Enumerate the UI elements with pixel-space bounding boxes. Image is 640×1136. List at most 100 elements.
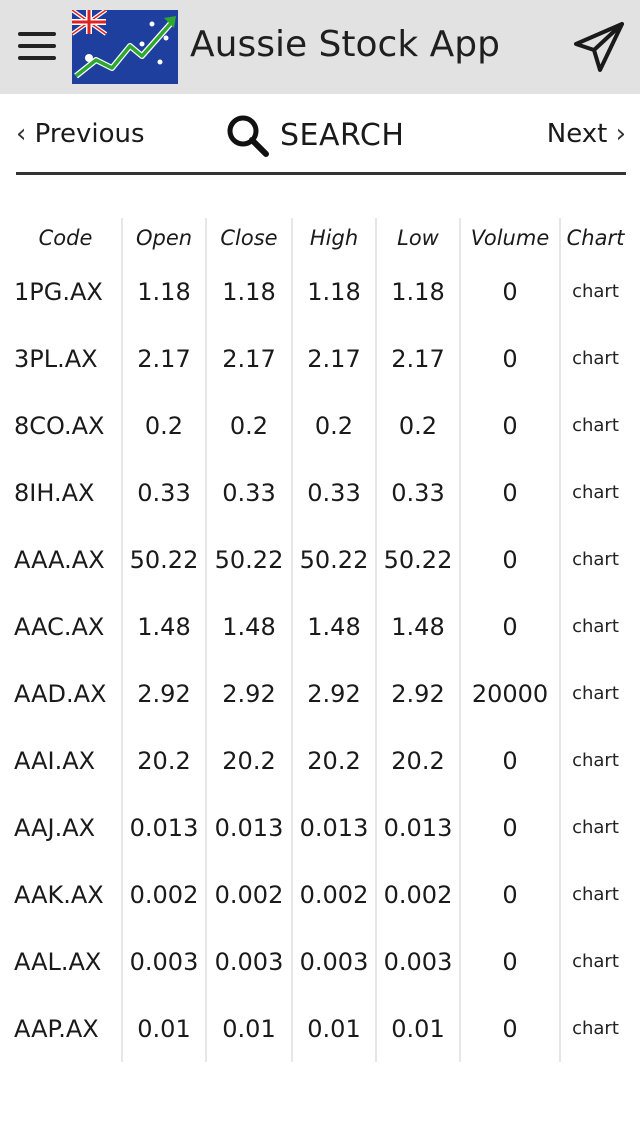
cell-low: 2.17 xyxy=(375,325,460,392)
app-header: Aussie Stock App xyxy=(0,0,640,94)
cell-volume: 0 xyxy=(459,392,560,459)
cell-open: 0.33 xyxy=(121,459,206,526)
cell-low: 20.2 xyxy=(375,727,460,794)
cell-high: 0.003 xyxy=(291,928,376,995)
table-row[interactable]: AAC.AX 1.48 1.48 1.48 1.48 0 chart xyxy=(10,593,630,660)
cell-low: 2.92 xyxy=(375,660,460,727)
column-header-high[interactable]: High xyxy=(291,218,376,258)
cell-code: 8CO.AX xyxy=(14,411,105,440)
column-header-code[interactable]: Code xyxy=(38,226,93,250)
cell-volume: 0 xyxy=(459,794,560,861)
table-row[interactable]: 1PG.AX 1.18 1.18 1.18 1.18 0 chart xyxy=(10,258,630,325)
chart-link[interactable]: chart xyxy=(559,794,630,861)
cell-high: 0.013 xyxy=(291,794,376,861)
chart-link[interactable]: chart xyxy=(559,660,630,727)
menu-bar xyxy=(18,56,56,60)
column-header-low[interactable]: Low xyxy=(375,218,460,258)
cell-low: 0.002 xyxy=(375,861,460,928)
cell-code: AAP.AX xyxy=(14,1014,99,1043)
table-row[interactable]: 8IH.AX 0.33 0.33 0.33 0.33 0 chart xyxy=(10,459,630,526)
chart-link[interactable]: chart xyxy=(559,593,630,660)
cell-code: AAK.AX xyxy=(14,880,104,909)
table-row[interactable]: AAJ.AX 0.013 0.013 0.013 0.013 0 chart xyxy=(10,794,630,861)
cell-volume: 0 xyxy=(459,928,560,995)
cell-volume: 0 xyxy=(459,526,560,593)
chart-link[interactable]: chart xyxy=(559,325,630,392)
cell-close: 0.002 xyxy=(205,861,292,928)
pagination-bar: ‹ Previous SEARCH Next › xyxy=(16,100,626,175)
cell-high: 0.33 xyxy=(291,459,376,526)
table-row[interactable]: AAK.AX 0.002 0.002 0.002 0.002 0 chart xyxy=(10,861,630,928)
previous-button[interactable]: ‹ Previous xyxy=(16,116,145,152)
table-row[interactable]: AAI.AX 20.2 20.2 20.2 20.2 0 chart xyxy=(10,727,630,794)
table-row[interactable]: 8CO.AX 0.2 0.2 0.2 0.2 0 chart xyxy=(10,392,630,459)
chevron-right-icon: › xyxy=(615,119,626,149)
cell-high: 20.2 xyxy=(291,727,376,794)
cell-low: 0.013 xyxy=(375,794,460,861)
app-logo-icon xyxy=(72,10,178,84)
cell-low: 0.01 xyxy=(375,995,460,1062)
cell-high: 0.01 xyxy=(291,995,376,1062)
cell-open: 1.48 xyxy=(121,593,206,660)
table-row[interactable]: AAL.AX 0.003 0.003 0.003 0.003 0 chart xyxy=(10,928,630,995)
cell-high: 2.92 xyxy=(291,660,376,727)
chart-link[interactable]: chart xyxy=(559,459,630,526)
table-row[interactable]: AAA.AX 50.22 50.22 50.22 50.22 0 chart xyxy=(10,526,630,593)
cell-low: 0.2 xyxy=(375,392,460,459)
app-title: Aussie Stock App xyxy=(190,24,500,65)
cell-code: AAI.AX xyxy=(14,746,96,775)
chart-link[interactable]: chart xyxy=(559,392,630,459)
column-header-chart[interactable]: Chart xyxy=(559,218,630,258)
menu-bar xyxy=(18,32,56,36)
cell-open: 0.2 xyxy=(121,392,206,459)
chart-link[interactable]: chart xyxy=(559,861,630,928)
column-header-open[interactable]: Open xyxy=(121,218,206,258)
cell-high: 1.18 xyxy=(291,258,376,325)
cell-volume: 0 xyxy=(459,995,560,1062)
cell-close: 2.17 xyxy=(205,325,292,392)
cell-open: 0.002 xyxy=(121,861,206,928)
table-body: 1PG.AX 1.18 1.18 1.18 1.18 0 chart 3PL.AX 2.17 2.… xyxy=(10,258,630,1062)
table-row[interactable]: AAP.AX 0.01 0.01 0.01 0.01 0 chart xyxy=(10,995,630,1062)
cell-open: 2.92 xyxy=(121,660,206,727)
cell-close: 1.48 xyxy=(205,593,292,660)
paper-plane-icon[interactable] xyxy=(572,20,626,74)
cell-close: 0.013 xyxy=(205,794,292,861)
chart-link[interactable]: chart xyxy=(559,526,630,593)
cell-code: 8IH.AX xyxy=(14,478,95,507)
cell-close: 0.01 xyxy=(205,995,292,1062)
next-button[interactable]: Next › xyxy=(547,116,626,152)
cell-volume: 0 xyxy=(459,459,560,526)
chart-link[interactable]: chart xyxy=(559,995,630,1062)
previous-label: Previous xyxy=(34,119,145,149)
cell-low: 1.18 xyxy=(375,258,460,325)
cell-volume: 0 xyxy=(459,861,560,928)
cell-code: 3PL.AX xyxy=(14,344,98,373)
cell-low: 50.22 xyxy=(375,526,460,593)
table-row[interactable]: AAD.AX 2.92 2.92 2.92 2.92 20000 chart xyxy=(10,660,630,727)
column-header-volume[interactable]: Volume xyxy=(459,218,560,258)
chart-link[interactable]: chart xyxy=(559,928,630,995)
table-row[interactable]: 3PL.AX 2.17 2.17 2.17 2.17 0 chart xyxy=(10,325,630,392)
cell-open: 20.2 xyxy=(121,727,206,794)
cell-open: 0.013 xyxy=(121,794,206,861)
hamburger-menu-icon[interactable] xyxy=(18,30,58,64)
search-label: SEARCH xyxy=(280,118,405,153)
cell-close: 50.22 xyxy=(205,526,292,593)
cell-high: 1.48 xyxy=(291,593,376,660)
cell-low: 1.48 xyxy=(375,593,460,660)
cell-open: 0.01 xyxy=(121,995,206,1062)
cell-high: 50.22 xyxy=(291,526,376,593)
cell-volume: 0 xyxy=(459,727,560,794)
chart-link[interactable]: chart xyxy=(559,258,630,325)
column-header-close[interactable]: Close xyxy=(205,218,292,258)
table-header-row: Code Open Close High Low Volume Chart xyxy=(10,218,630,258)
chart-link[interactable]: chart xyxy=(559,727,630,794)
stock-table: Code Open Close High Low Volume Chart 1P… xyxy=(10,218,630,1062)
cell-high: 2.17 xyxy=(291,325,376,392)
cell-open: 0.003 xyxy=(121,928,206,995)
next-label: Next xyxy=(546,119,608,149)
cell-open: 2.17 xyxy=(121,325,206,392)
cell-close: 20.2 xyxy=(205,727,292,794)
